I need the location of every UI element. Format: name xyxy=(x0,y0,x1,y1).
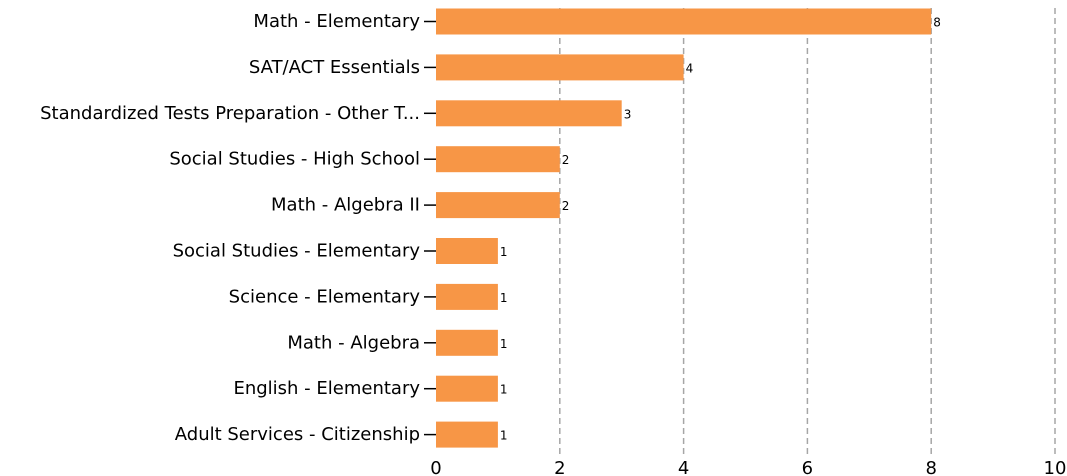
category-labels: Math - Elementary SAT/ACT Essentials Stand… xyxy=(40,11,436,445)
bars xyxy=(436,8,932,448)
bar-8 xyxy=(436,329,498,356)
grid-lines xyxy=(559,8,1056,456)
category-label-4: Social Studies - High School xyxy=(169,149,420,170)
bar-6 xyxy=(436,238,498,264)
x-axis-ticks: 0 2 4 6 8 10 xyxy=(430,458,1066,476)
bar-4 xyxy=(436,146,560,173)
x-tick-label-6: 6 xyxy=(802,458,813,476)
category-label-7: Science - Elementary xyxy=(229,286,421,307)
bar-7 xyxy=(436,283,498,310)
x-tick-label-8: 8 xyxy=(925,458,936,476)
category-label-1: Math - Elementary xyxy=(253,11,420,32)
value-label-3: 3 xyxy=(624,107,632,121)
bar-2 xyxy=(436,54,684,81)
bar-3 xyxy=(436,100,622,127)
value-label-7: 1 xyxy=(500,291,508,305)
value-label-8: 1 xyxy=(500,337,508,351)
x-tick-label-2: 2 xyxy=(554,458,565,476)
x-tick-label-0: 0 xyxy=(430,458,441,476)
value-labels: 8 4 3 2 2 1 1 1 1 1 xyxy=(500,16,941,443)
value-label-2: 4 xyxy=(686,61,694,75)
category-label-10: Adult Services - Citizenship xyxy=(175,424,420,445)
bar-5 xyxy=(436,192,560,219)
category-label-2: SAT/ACT Essentials xyxy=(249,57,420,78)
value-label-9: 1 xyxy=(500,383,508,397)
x-tick-label-10: 10 xyxy=(1044,458,1067,476)
value-label-6: 1 xyxy=(500,245,508,259)
bar-9 xyxy=(436,375,498,402)
category-label-8: Math - Algebra xyxy=(287,332,420,353)
value-label-1: 8 xyxy=(933,16,941,30)
value-label-10: 1 xyxy=(500,429,508,443)
bar-1 xyxy=(436,8,932,35)
category-label-9: English - Elementary xyxy=(233,378,420,399)
category-label-6: Social Studies - Elementary xyxy=(173,241,421,262)
category-label-3: Standardized Tests Preparation - Other T… xyxy=(40,103,420,124)
bar-10 xyxy=(436,421,498,448)
x-tick-label-4: 4 xyxy=(678,458,689,476)
category-label-5: Math - Algebra II xyxy=(271,195,420,216)
value-label-5: 2 xyxy=(562,199,570,213)
value-label-4: 2 xyxy=(562,153,570,167)
